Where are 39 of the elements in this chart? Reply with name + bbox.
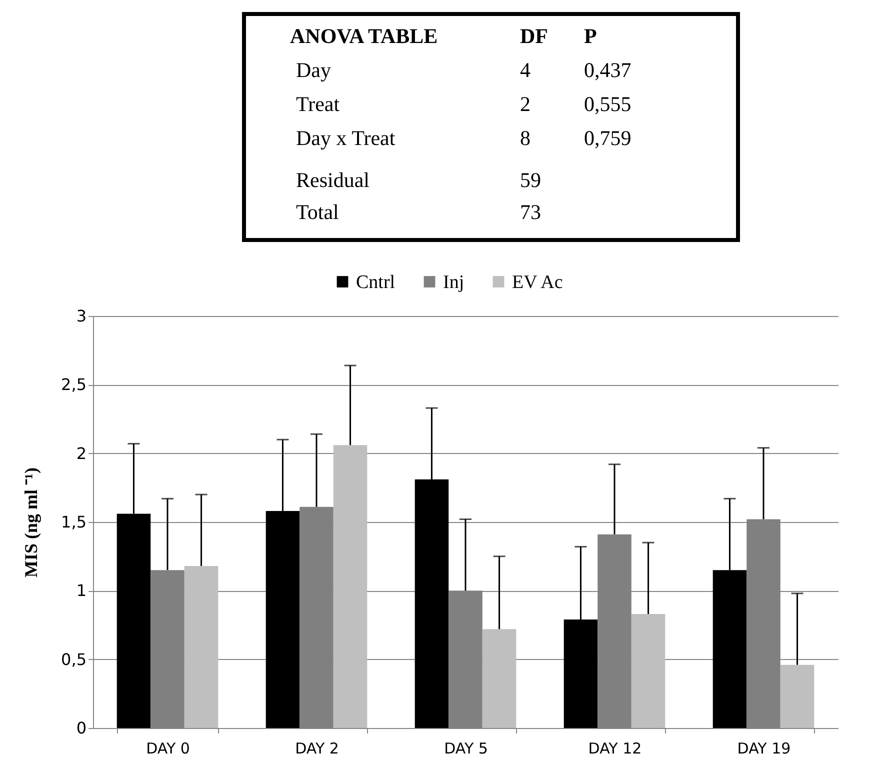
- bar: [300, 506, 334, 728]
- bar: [780, 664, 814, 728]
- legend-label: Inj: [443, 272, 464, 293]
- x-tick-label: DAY 5: [444, 740, 488, 758]
- text: 0,759: [584, 126, 632, 151]
- y-tick-label: 0,5: [61, 650, 86, 669]
- text: 8: [520, 126, 530, 151]
- bar: [482, 629, 516, 728]
- y-tick-label: 3: [76, 306, 86, 326]
- y-axis-title: MIS (ng ml ⁻¹): [21, 468, 42, 578]
- x-tick-label: DAY 0: [146, 740, 190, 758]
- y-tick-label: 1: [76, 581, 86, 600]
- text: Treat: [296, 92, 340, 117]
- legend-label: Cntrl: [356, 272, 396, 293]
- bar: [333, 445, 368, 728]
- y-tick-label: 0: [76, 718, 86, 738]
- text: ANOVA TABLE: [290, 24, 438, 49]
- y-tick-label: 2,5: [61, 375, 86, 394]
- text: P: [584, 24, 597, 49]
- x-tick-label: DAY 12: [588, 740, 642, 758]
- bar: [150, 570, 184, 728]
- text: Day x Treat: [296, 126, 396, 151]
- bar: [631, 614, 666, 728]
- y-tick-label: 1,5: [61, 512, 86, 532]
- text: Total: [296, 200, 339, 225]
- bar: [184, 566, 218, 728]
- text: 4: [520, 58, 530, 83]
- x-tick-label: DAY 2: [295, 740, 339, 758]
- x-tick-label: DAY 19: [737, 740, 791, 758]
- text: Residual: [296, 168, 370, 193]
- text: 73: [520, 200, 541, 225]
- y-tick-label: 2: [76, 444, 86, 463]
- text: 0,437: [584, 58, 632, 83]
- legend-label: EV Ac: [512, 272, 563, 293]
- text: Day: [296, 58, 331, 83]
- text: 59: [520, 168, 541, 193]
- text: 2: [520, 92, 530, 117]
- text: DF: [520, 24, 548, 49]
- text: 0,555: [584, 92, 632, 117]
